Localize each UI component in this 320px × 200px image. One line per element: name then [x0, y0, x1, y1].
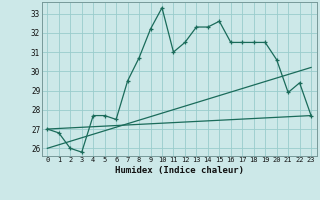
X-axis label: Humidex (Indice chaleur): Humidex (Indice chaleur) — [115, 166, 244, 175]
